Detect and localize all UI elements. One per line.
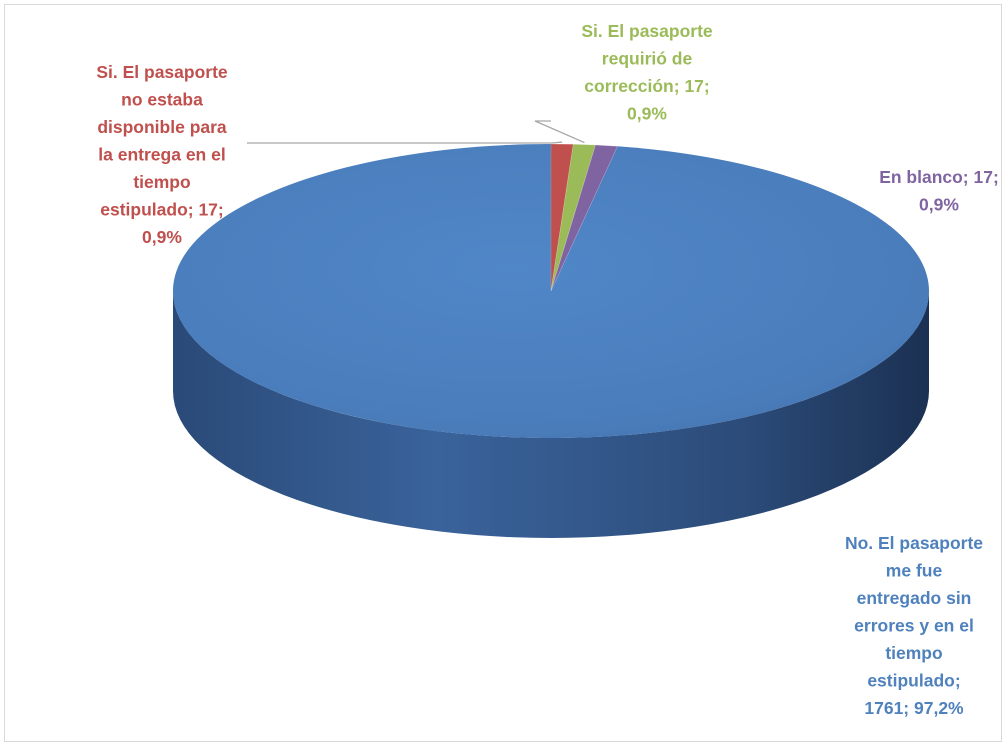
label-no-disponible-line: no estaba: [121, 90, 203, 110]
label-no-disponible-line: tiempo: [133, 172, 190, 192]
label-en-blanco: En blanco; 17; 0,9%: [879, 167, 999, 215]
label-no-entregado-sin-errores-line: No. El pasaporte: [845, 533, 983, 553]
label-no-disponible-line: 0,9%: [142, 227, 182, 247]
label-no-entregado-sin-errores-line: estipulado;: [867, 671, 960, 691]
label-no-disponible-line: disponible para: [97, 117, 227, 137]
label-no-disponible: Si. El pasaporte no estaba disponible para…: [96, 62, 228, 247]
label-requirio-correccion-line: 0,9%: [627, 104, 667, 124]
leader-line-no-disponible: [247, 141, 563, 144]
label-requirio-correccion-line: corrección; 17;: [584, 76, 709, 96]
leader-line-requirio-correccion: [534, 120, 585, 144]
pie-chart: Si. El pasaporte no estaba disponible para…: [96, 21, 999, 718]
slice-no-entregado-sin-errores: [172, 144, 929, 438]
label-no-entregado-sin-errores: No. El pasaporte me fue entregado sin error…: [845, 533, 983, 718]
chart-area: Si. El pasaporte no estaba disponible para…: [4, 4, 1002, 742]
label-no-disponible-line: estipulado; 17;: [100, 200, 224, 220]
label-no-entregado-sin-errores-line: 1761; 97,2%: [864, 698, 964, 718]
pie-side-no-entregado: [173, 291, 929, 538]
slice-no-disponible: [550, 143, 574, 292]
label-en-blanco-line: En blanco; 17;: [879, 167, 999, 187]
label-no-entregado-sin-errores-line: me fue: [886, 561, 943, 581]
slice-en-blanco: [550, 144, 618, 292]
label-en-blanco-line: 0,9%: [919, 195, 959, 215]
label-requirio-correccion-line: Si. El pasaporte: [581, 21, 713, 41]
label-no-disponible-line: Si. El pasaporte: [96, 62, 228, 82]
label-no-entregado-sin-errores-line: tiempo: [885, 643, 942, 663]
label-requirio-correccion-line: requirió de: [602, 49, 693, 69]
slice-requirio-correccion: [550, 143, 596, 292]
label-no-entregado-sin-errores-line: entregado sin: [857, 588, 972, 608]
label-no-disponible-line: la entrega en el: [98, 145, 225, 165]
label-requirio-correccion: Si. El pasaporte requirió de corrección; 1…: [581, 21, 713, 124]
label-no-entregado-sin-errores-line: errores y en el: [854, 616, 974, 636]
